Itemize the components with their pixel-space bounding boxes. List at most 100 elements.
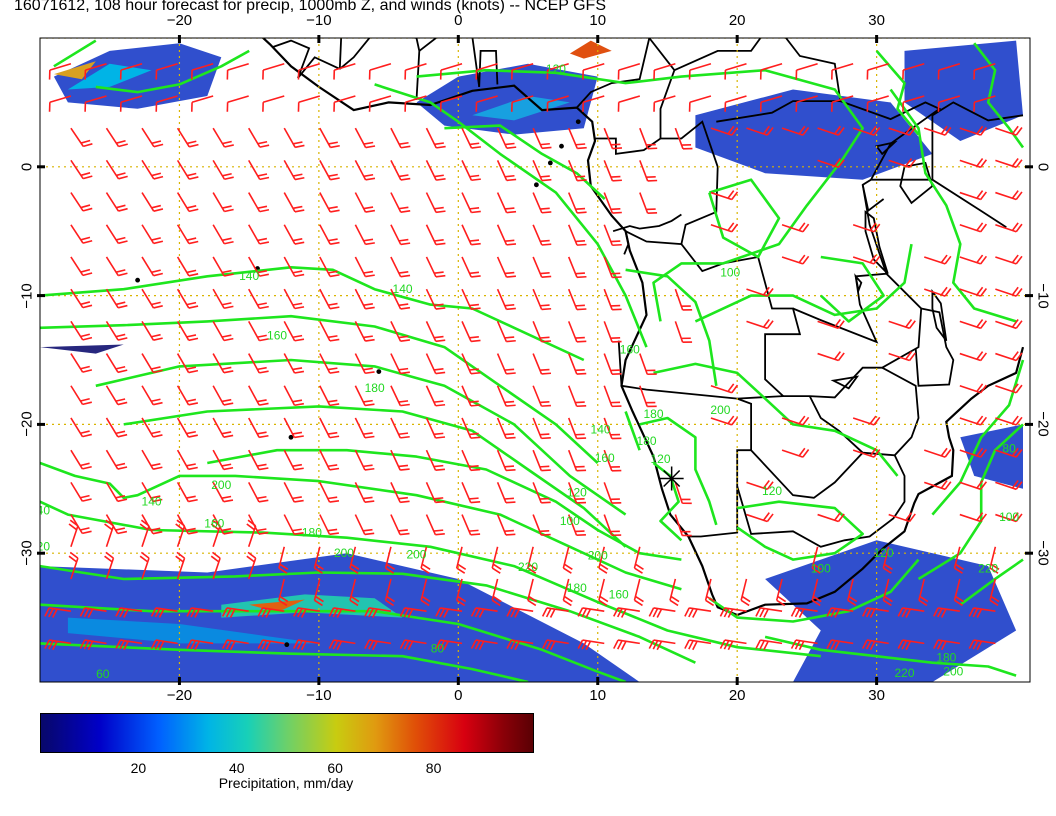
wind-barb — [175, 551, 186, 580]
wind-barb — [746, 286, 774, 297]
wind-barb — [790, 607, 818, 618]
wind-barb — [959, 125, 988, 136]
wind-barb — [439, 62, 463, 80]
wind-barb — [688, 95, 712, 112]
wind-barb — [567, 192, 587, 214]
contour-label: 100 — [560, 514, 580, 528]
wind-barb — [924, 286, 952, 297]
contour-label: 80 — [1002, 442, 1016, 456]
precipitation-colorbar — [40, 713, 534, 753]
wind-barb — [313, 578, 324, 607]
contour-line — [639, 416, 718, 526]
wind-barb — [475, 62, 498, 80]
wind-barb — [390, 417, 410, 439]
frame-tick — [317, 677, 321, 685]
wind-barb — [567, 224, 587, 246]
wind-barb — [888, 318, 916, 330]
wind-barb — [882, 546, 893, 574]
country-border — [861, 184, 885, 213]
contour-label: 120 — [762, 484, 782, 498]
wind-barb — [333, 62, 356, 80]
island-dot — [533, 182, 539, 188]
wind-barb — [527, 546, 538, 574]
contour-label: 120 — [30, 540, 50, 554]
contour-line — [207, 448, 682, 561]
wind-barb — [603, 256, 622, 279]
wind-barb — [924, 479, 952, 491]
wind-barb — [283, 514, 304, 535]
wind-barb — [603, 288, 622, 311]
wind-barb — [933, 607, 960, 618]
wind-barb — [541, 607, 569, 618]
wind-barb — [598, 546, 609, 574]
wind-barb — [532, 192, 552, 214]
contour-line — [374, 83, 648, 348]
wind-barb — [319, 385, 340, 407]
wind-barb — [221, 639, 249, 651]
wind-barb — [532, 353, 552, 375]
wind-barb — [176, 288, 199, 309]
contour-label: 100 — [811, 562, 831, 576]
precip-area — [40, 344, 124, 354]
wind-barb — [210, 519, 221, 548]
wind-barb — [190, 95, 214, 112]
wind-barb — [496, 449, 516, 472]
wind-barb — [150, 607, 178, 618]
contour-label: 200 — [406, 547, 426, 561]
wind-barb — [953, 546, 964, 574]
contour-line — [444, 124, 606, 200]
contour-line — [624, 411, 641, 451]
country-border — [617, 340, 623, 386]
wind-barb — [790, 639, 818, 651]
axis-tick-label: 0 — [18, 162, 36, 171]
wind-barb — [139, 551, 150, 580]
wind-barb — [719, 607, 747, 618]
wind-barb — [283, 288, 305, 310]
contour-label: 220 — [894, 666, 914, 680]
wind-barb — [461, 482, 481, 504]
wind-barb — [888, 157, 916, 169]
wind-barb — [603, 192, 622, 214]
frame-tick — [456, 677, 460, 685]
wind-barb — [212, 288, 234, 310]
wind-barb — [746, 479, 774, 491]
wind-barb — [674, 321, 693, 343]
wind-barb — [283, 159, 305, 181]
wind-barb — [924, 254, 952, 265]
lake-outline — [864, 210, 889, 275]
wind-barb — [562, 546, 573, 574]
wind-barb — [176, 159, 199, 180]
contour-label: 120 — [650, 452, 670, 466]
wind-barb — [781, 415, 810, 426]
wind-barb — [746, 318, 774, 330]
frame-tick — [1025, 294, 1033, 298]
wind-barb — [141, 256, 163, 277]
wind-barb — [684, 607, 712, 618]
colorbar-tick-label: 20 — [130, 760, 147, 776]
wind-barb — [328, 639, 356, 651]
wind-barb — [319, 288, 340, 310]
wind-barb — [902, 95, 925, 112]
wind-barb — [461, 353, 481, 375]
wind-barb — [755, 607, 783, 618]
frame-tick — [177, 677, 181, 685]
wind-barb — [390, 449, 410, 471]
contour-label: 220 — [518, 560, 538, 574]
wind-barb — [141, 353, 163, 374]
frame-tick — [456, 35, 460, 43]
frame-tick — [735, 35, 739, 43]
wind-barb — [141, 320, 163, 341]
wind-barb — [959, 415, 988, 426]
wind-barb — [354, 256, 375, 278]
wind-barb — [496, 192, 517, 214]
wind-barb — [959, 479, 988, 491]
wind-barb — [319, 192, 340, 213]
wind-barb — [105, 481, 128, 503]
wind-barb — [633, 578, 644, 607]
wind-barb — [995, 351, 1023, 362]
map-frame — [39, 37, 1031, 683]
wind-barb — [496, 127, 517, 149]
wind-barb — [582, 62, 605, 80]
wind-barb — [724, 62, 747, 80]
wind-barb — [617, 62, 641, 80]
